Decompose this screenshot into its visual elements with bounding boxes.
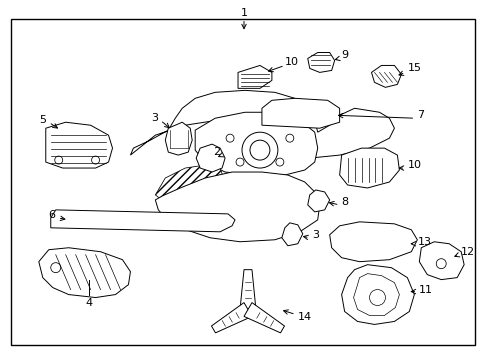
Polygon shape [165,122,192,155]
Circle shape [260,180,269,190]
Circle shape [236,158,244,166]
Polygon shape [215,200,277,230]
Polygon shape [51,210,235,232]
Polygon shape [307,53,334,72]
Polygon shape [195,112,317,175]
Text: 7: 7 [416,110,424,120]
Text: 8: 8 [341,197,348,207]
Circle shape [240,302,255,318]
Circle shape [285,134,293,142]
Polygon shape [196,144,224,172]
Polygon shape [155,165,224,210]
Polygon shape [419,242,463,280]
Text: 4: 4 [85,298,92,307]
Text: 13: 13 [416,237,430,247]
Circle shape [244,210,254,220]
Text: 2: 2 [213,147,220,157]
Circle shape [249,140,269,160]
Text: 9: 9 [341,50,348,60]
Text: 3: 3 [311,230,318,240]
Circle shape [225,134,234,142]
Text: 10: 10 [407,160,421,170]
Polygon shape [46,122,112,168]
Circle shape [55,156,62,164]
Text: 11: 11 [419,284,432,294]
Polygon shape [262,98,339,128]
Circle shape [275,158,283,166]
Circle shape [369,289,385,306]
Circle shape [435,259,446,269]
Circle shape [91,156,100,164]
Text: 3: 3 [151,113,158,123]
Text: 1: 1 [240,8,247,18]
Polygon shape [240,270,255,310]
Polygon shape [211,303,251,333]
Text: 5: 5 [39,115,46,125]
Circle shape [235,190,244,200]
Polygon shape [39,248,130,298]
Polygon shape [155,172,319,242]
Polygon shape [238,66,271,88]
Text: 12: 12 [460,247,474,257]
Circle shape [289,190,299,200]
Text: 6: 6 [49,210,56,220]
Polygon shape [353,274,399,315]
Circle shape [242,132,277,168]
Text: 10: 10 [285,58,298,67]
Polygon shape [371,66,401,87]
Text: 14: 14 [297,312,311,323]
Polygon shape [244,303,284,333]
Polygon shape [307,190,329,212]
Text: 15: 15 [407,63,421,73]
Polygon shape [329,222,416,262]
Polygon shape [339,148,399,188]
Polygon shape [341,265,413,324]
Polygon shape [281,223,302,246]
Circle shape [51,263,61,273]
Polygon shape [130,90,394,158]
